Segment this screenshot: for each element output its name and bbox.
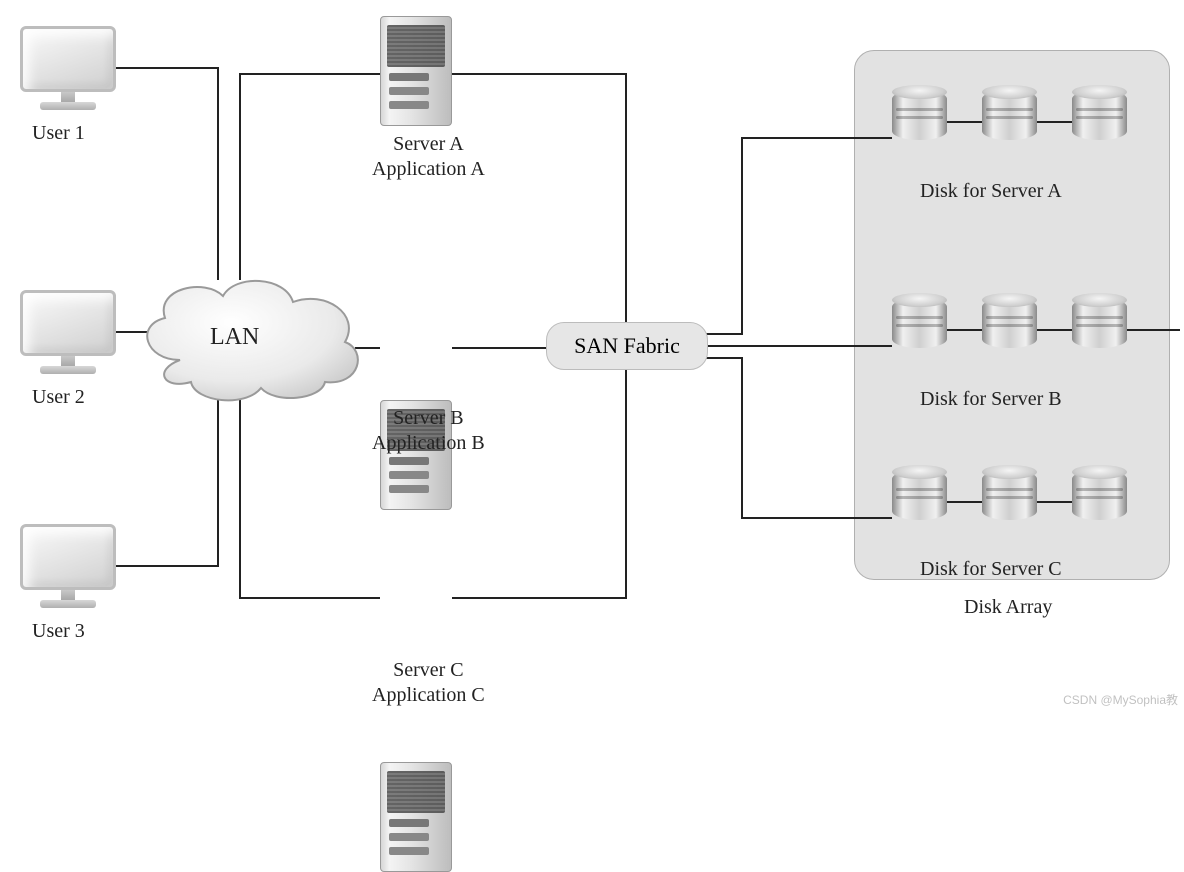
- disk-icon-row0-col2: [1072, 90, 1127, 140]
- disk-row-b-label: Disk for Server B: [920, 388, 1062, 411]
- user-2-monitor-icon: [20, 290, 116, 374]
- edge-srvC-san: [452, 368, 626, 598]
- disk-icon-row2-col1: [982, 470, 1037, 520]
- disk-icon-row2-col0: [892, 470, 947, 520]
- server-b-name: Server B: [393, 407, 464, 429]
- edge-srvA-san: [452, 74, 626, 326]
- server-c-icon: [380, 762, 452, 872]
- edge-lan-srvA: [240, 74, 380, 280]
- disk-icon-row2-col2: [1072, 470, 1127, 520]
- san-fabric-node: SAN Fabric: [546, 322, 708, 370]
- disk-icon-row0-col1: [982, 90, 1037, 140]
- san-fabric-label: SAN Fabric: [574, 333, 680, 359]
- server-b-app: Application B: [372, 432, 485, 454]
- user-3-label: User 3: [32, 620, 85, 643]
- server-c-label: Server C Application C: [372, 658, 485, 708]
- user-3-monitor-icon: [20, 524, 116, 608]
- disk-row-c-label: Disk for Server C: [920, 558, 1062, 581]
- user-1-label: User 1: [32, 122, 85, 145]
- edge-user1: [116, 68, 218, 280]
- disk-icon-row1-col0: [892, 298, 947, 348]
- server-a-label: Server A Application A: [372, 132, 485, 182]
- user-2-label: User 2: [32, 386, 85, 409]
- server-a-app: Application A: [372, 158, 485, 180]
- disk-icon-row1-col1: [982, 298, 1037, 348]
- server-a-name: Server A: [393, 133, 464, 155]
- user-1-monitor-icon: [20, 26, 116, 110]
- server-b-label: Server B Application B: [372, 406, 485, 456]
- server-c-name: Server C: [393, 659, 464, 681]
- watermark-text: CSDN @MySophia教: [1063, 691, 1178, 708]
- server-c-app: Application C: [372, 684, 485, 706]
- lan-label: LAN: [210, 324, 259, 351]
- disk-array-label: Disk Array: [964, 596, 1052, 619]
- disk-row-a-label: Disk for Server A: [920, 180, 1062, 203]
- edge-lan-srvC: [240, 392, 380, 598]
- disk-icon-row0-col0: [892, 90, 947, 140]
- edge-user3: [116, 390, 218, 566]
- disk-icon-row1-col2: [1072, 298, 1127, 348]
- server-a-icon: [380, 16, 452, 126]
